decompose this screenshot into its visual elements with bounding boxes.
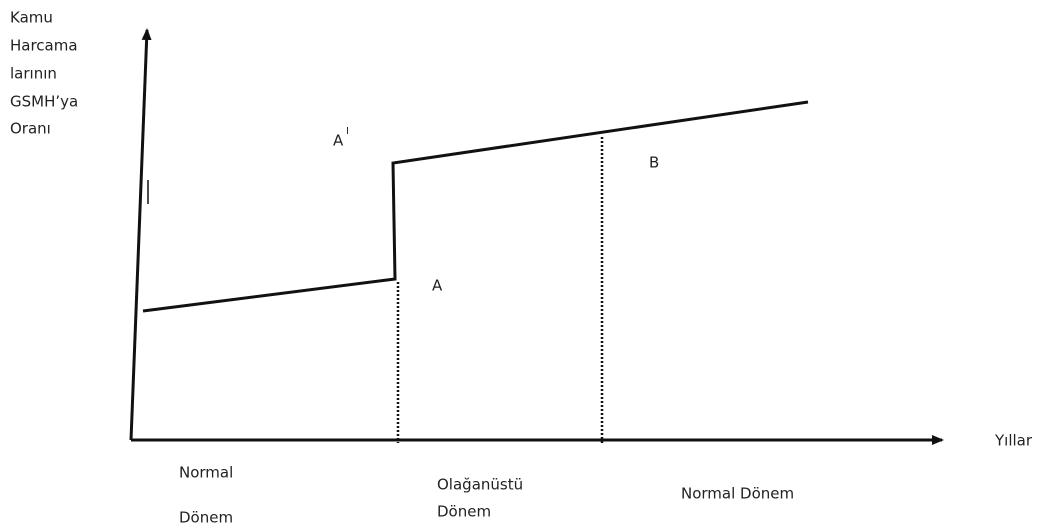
y-label: GSMH’ya xyxy=(10,93,78,111)
period-label: Dönem xyxy=(179,509,233,527)
period-label: Normal xyxy=(179,464,233,482)
y-label: Kamu xyxy=(10,9,53,27)
point-label: B xyxy=(649,154,659,172)
spending-line xyxy=(142,100,809,313)
y-label: Harcama xyxy=(10,37,78,55)
y-label: larının xyxy=(10,65,57,83)
point-superscript: I xyxy=(346,126,349,137)
period-label: Olağanüstü xyxy=(437,476,523,494)
period-label: Dönem xyxy=(437,503,491,521)
x-label: Yıllar xyxy=(994,432,1033,450)
point-label: A xyxy=(333,132,344,150)
period-label: Normal Dönem xyxy=(681,485,794,503)
y-axis xyxy=(129,28,152,441)
point-label: A xyxy=(432,277,443,295)
y-label: Oranı xyxy=(10,120,51,138)
